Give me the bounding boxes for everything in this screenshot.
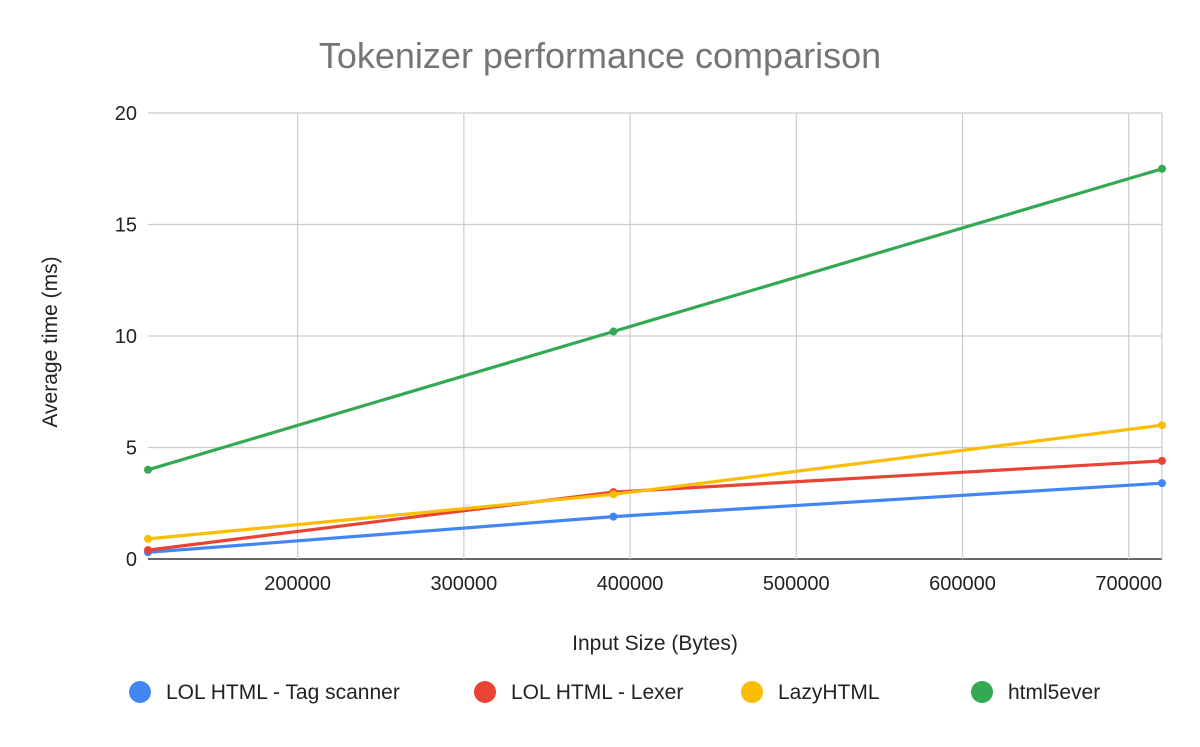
x-tick-label: 200000 [264, 573, 331, 595]
series-point-2 [1158, 421, 1166, 430]
series [144, 164, 1166, 557]
legend-label: LOL HTML - Lexer [511, 681, 683, 704]
axes: 0 5 10 15 20 200000 300000 400000 500000 600000 70… [115, 103, 1162, 595]
x-tick-label: 600000 [929, 573, 996, 595]
legend-swatch [474, 681, 496, 703]
y-tick-label: 5 [126, 438, 137, 460]
series-point-1 [144, 546, 152, 555]
chart-title: Tokenizer performance comparison [319, 35, 881, 76]
legend-label: LazyHTML [778, 681, 880, 704]
x-tick-label: 400000 [597, 573, 664, 595]
y-tick-label: 15 [115, 215, 137, 237]
y-tick-label: 10 [115, 326, 137, 348]
x-tick-label: 700000 [1095, 573, 1162, 595]
legend-swatch [971, 681, 993, 703]
series-point-0 [1158, 479, 1166, 488]
legend-item-3: html5ever [971, 681, 1100, 704]
series-line-1 [146, 459, 1164, 552]
series-point-0 [609, 512, 618, 521]
y-axis-label: Average time (ms) [39, 256, 62, 427]
series-point-2 [144, 534, 152, 543]
x-tick-label: 500000 [763, 573, 830, 595]
series-point-2 [609, 490, 618, 499]
series-line-0 [146, 481, 1164, 554]
legend-swatch [741, 681, 763, 703]
x-tick-label: 300000 [430, 573, 497, 595]
series-line-3 [146, 167, 1164, 472]
series-point-3 [1158, 164, 1166, 173]
series-point-3 [144, 465, 152, 474]
legend-label: LOL HTML - Tag scanner [166, 681, 400, 704]
series-point-1 [1158, 456, 1166, 465]
series-line-2 [146, 423, 1164, 541]
legend: LOL HTML - Tag scanner LOL HTML - Lexer La… [129, 681, 1100, 704]
legend-swatch [129, 681, 151, 703]
y-tick-label: 20 [115, 103, 137, 125]
legend-item-1: LOL HTML - Lexer [474, 681, 683, 704]
series-point-3 [609, 327, 618, 336]
legend-item-2: LazyHTML [741, 681, 880, 704]
grid [148, 112, 1163, 560]
legend-label: html5ever [1008, 681, 1100, 704]
y-tick-label: 0 [126, 549, 137, 571]
x-axis-label: Input Size (Bytes) [572, 632, 738, 655]
legend-item-0: LOL HTML - Tag scanner [129, 681, 400, 704]
